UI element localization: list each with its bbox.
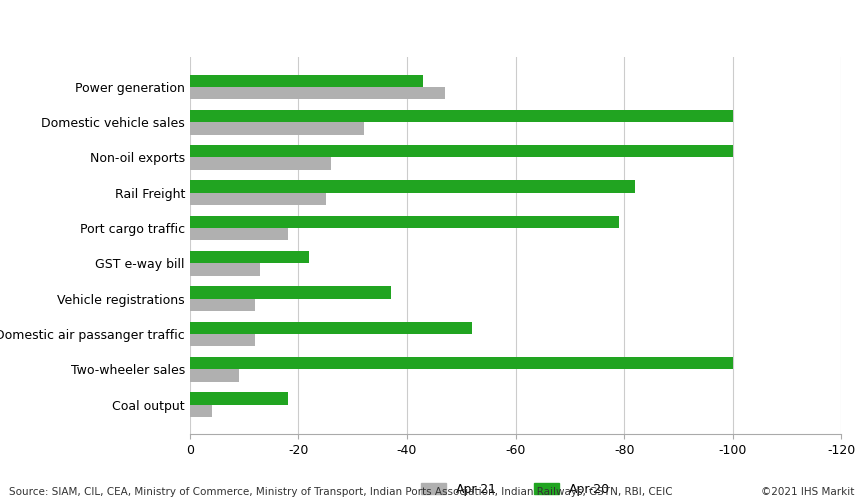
Bar <box>190 87 445 99</box>
Bar <box>190 334 255 346</box>
Bar <box>190 228 287 241</box>
Bar <box>190 158 331 170</box>
Bar <box>190 181 635 193</box>
Bar <box>190 299 255 311</box>
Legend: Apr-21, Apr-20: Apr-21, Apr-20 <box>416 478 615 499</box>
Bar <box>190 251 309 263</box>
Bar <box>190 286 391 299</box>
Bar <box>190 369 239 382</box>
Bar <box>190 110 733 122</box>
Bar <box>190 357 733 369</box>
Bar <box>190 216 619 228</box>
Text: Source: SIAM, CIL, CEA, Ministry of Commerce, Ministry of Transport, Indian Port: Source: SIAM, CIL, CEA, Ministry of Comm… <box>9 487 672 497</box>
Bar <box>190 74 424 87</box>
Bar <box>190 193 325 205</box>
Bar <box>190 322 472 334</box>
Bar <box>190 392 287 405</box>
Bar <box>190 145 733 158</box>
Bar <box>190 405 211 417</box>
Text: ©2021 IHS Markit: ©2021 IHS Markit <box>761 487 854 497</box>
Text: India: month-on-month fall in high frequency indicators, April 2021 vs April 202: India: month-on-month fall in high frequ… <box>10 18 705 34</box>
Bar <box>190 263 261 276</box>
Bar <box>190 122 363 135</box>
